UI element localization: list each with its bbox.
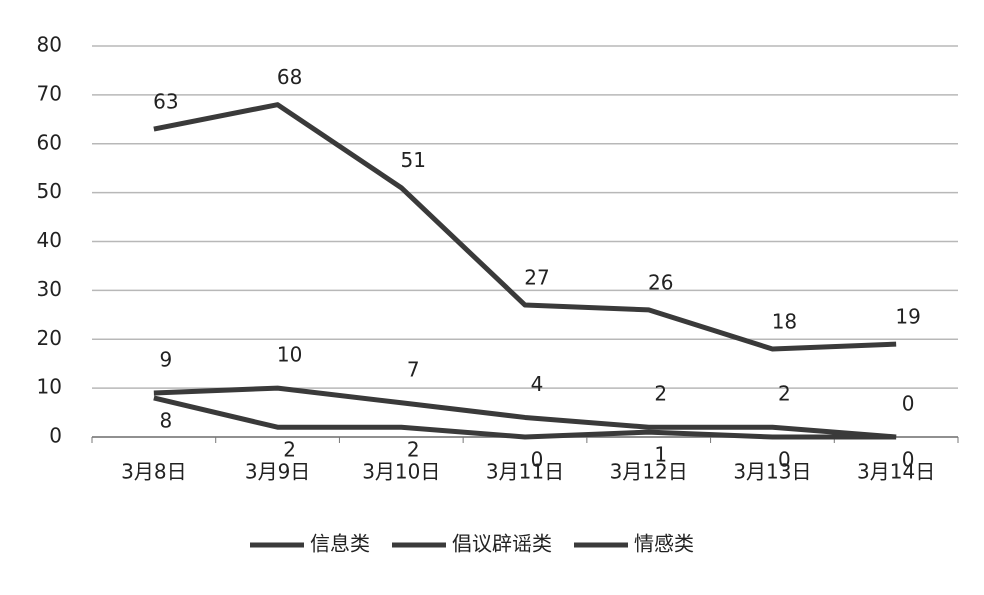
x-tick-label: 3月11日	[486, 460, 564, 484]
y-tick-label: 50	[37, 179, 62, 203]
data-label: 26	[648, 270, 673, 294]
data-label: 1	[654, 443, 667, 467]
y-tick-label: 10	[37, 375, 62, 399]
y-tick-label: 20	[37, 326, 62, 350]
data-label: 51	[401, 148, 426, 172]
x-tick-label: 3月13日	[733, 460, 811, 484]
y-tick-label: 40	[37, 228, 62, 252]
x-tick-label: 3月14日	[857, 460, 935, 484]
data-label: 8	[159, 408, 172, 432]
y-tick-label: 70	[37, 81, 62, 105]
data-label: 68	[277, 65, 302, 89]
legend-label: 信息类	[310, 532, 370, 556]
data-label: 10	[277, 343, 302, 367]
x-tick-label: 3月12日	[610, 460, 688, 484]
series-line	[153, 102, 897, 352]
data-label: 0	[531, 448, 544, 472]
y-tick-label: 60	[37, 130, 62, 154]
series-line	[153, 395, 897, 440]
data-label: 0	[902, 448, 915, 472]
x-tick-label: 3月10日	[362, 460, 440, 484]
data-label: 2	[283, 438, 296, 462]
data-label: 7	[407, 357, 420, 381]
series-line	[153, 385, 897, 440]
data-label: 0	[778, 448, 791, 472]
data-label: 2	[654, 382, 667, 406]
x-tick-label: 3月8日	[121, 460, 186, 484]
data-label: 63	[153, 90, 178, 114]
y-tick-label: 0	[49, 424, 62, 448]
data-label: 18	[772, 310, 797, 334]
y-tick-label: 80	[37, 33, 62, 57]
data-label: 19	[895, 305, 920, 329]
data-label: 0	[902, 392, 915, 416]
x-tick-label: 3月9日	[245, 460, 310, 484]
data-label: 2	[407, 438, 420, 462]
data-label: 9	[159, 348, 172, 372]
y-tick-label: 30	[37, 277, 62, 301]
data-label: 4	[531, 372, 544, 396]
data-label: 27	[524, 266, 549, 290]
data-label: 2	[778, 382, 791, 406]
legend-label: 情感类	[634, 532, 694, 556]
legend-label: 倡议辟谣类	[452, 532, 552, 556]
